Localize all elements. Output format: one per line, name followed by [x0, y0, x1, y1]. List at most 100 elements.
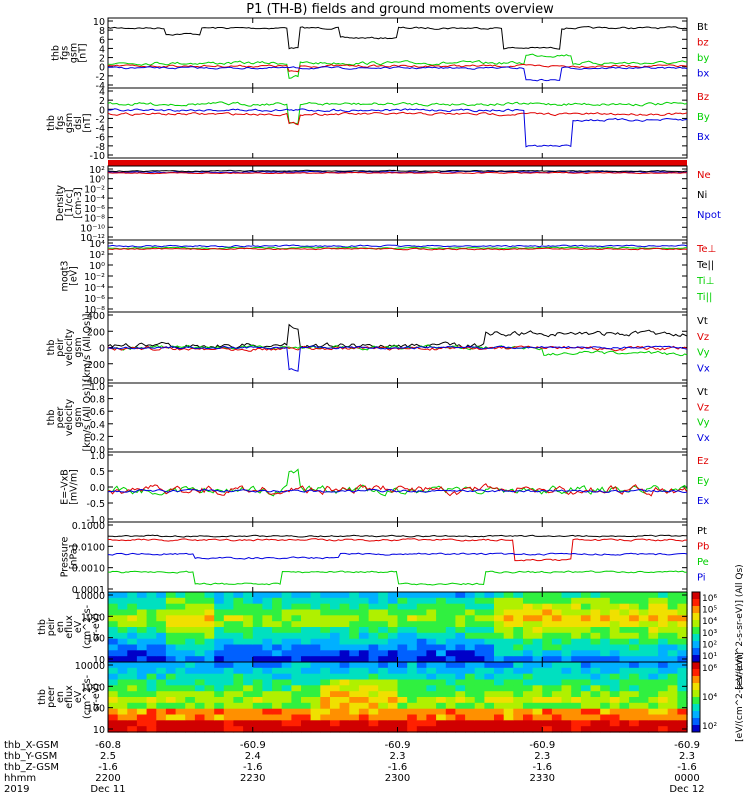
spectrogram-cell: [165, 691, 177, 698]
spectrogram-cell: [291, 708, 302, 716]
y-tick-label: -6: [96, 133, 105, 144]
spectrogram-cell: [494, 720, 505, 727]
spectrogram-cell: [590, 667, 601, 675]
spectrogram-cell: [445, 603, 457, 611]
spectrogram-cell: [542, 691, 553, 698]
spectrogram-cell: [407, 679, 418, 686]
spectrogram-cell: [301, 702, 312, 710]
spectrogram-p10: [108, 662, 688, 733]
spectrogram-cell: [330, 662, 341, 669]
spectrogram-cell: [590, 656, 601, 663]
spectrogram-cell: [677, 632, 688, 640]
spectrogram-cell: [272, 720, 283, 727]
spectrogram-cell: [542, 662, 553, 669]
spectrogram-cell: [416, 621, 428, 628]
spectrogram-cell: [349, 609, 360, 616]
spectrogram-cell: [561, 638, 572, 646]
spectrogram-cell: [243, 592, 254, 599]
spectrogram-cell: [387, 592, 399, 599]
spectrogram-cell: [262, 644, 273, 651]
y-axis-label-line: (cm^2-s-: [82, 675, 93, 719]
spectrogram-cell: [658, 720, 669, 727]
spectrogram-cell: [252, 679, 264, 686]
spectrogram-cell: [233, 650, 244, 657]
spectrogram-cell: [387, 697, 399, 704]
spectrogram-cell: [503, 603, 514, 611]
spectrogram-cell: [136, 685, 148, 692]
spectrogram-cell: [330, 644, 341, 651]
spectrogram-cell: [532, 726, 543, 733]
spectrogram-cell: [503, 592, 514, 599]
spectrogram-cell: [175, 632, 186, 640]
spectrogram-cell: [455, 603, 466, 611]
spectrogram-cell: [214, 615, 225, 622]
spectrogram-cell: [571, 697, 582, 704]
spectrogram-cell: [310, 697, 321, 704]
spectrogram-cell: [465, 615, 476, 622]
spectrogram-cell: [339, 667, 350, 675]
spectrogram-cell: [214, 656, 225, 663]
spectrogram-cell: [339, 656, 350, 663]
spectrogram-cell: [407, 632, 418, 640]
spectrogram-cell: [397, 714, 408, 721]
spectrogram-cell: [494, 621, 505, 628]
colorbar-tick-label: 10¹: [702, 652, 717, 662]
spectrogram-cell: [416, 632, 428, 640]
spectrogram-cell: [117, 673, 128, 681]
spectrogram-cell: [648, 632, 659, 640]
spectrogram-cell: [503, 726, 514, 733]
spectrogram-cell: [465, 597, 476, 605]
panel-p6: 1.00.80.60.40.20.0thbpeervelocitygsm[km/…: [46, 382, 710, 456]
spectrogram-cell: [484, 603, 495, 611]
spectrogram-cell: [339, 720, 350, 727]
spectrogram-cell: [204, 673, 215, 681]
spectrogram-cell: [600, 708, 611, 716]
spectrogram-cell: [638, 720, 650, 727]
spectrogram-cell: [330, 627, 341, 634]
spectrogram-cell: [542, 679, 553, 686]
spectrogram-cell: [455, 615, 466, 622]
spectrogram-cell: [223, 697, 235, 704]
y-tick-label: 10⁻¹²: [80, 233, 105, 244]
spectrogram-cell: [291, 691, 302, 698]
colorbar-step: [692, 714, 700, 719]
spectrogram-cell: [165, 621, 177, 628]
spectrogram-cell: [108, 714, 119, 721]
spectrogram-cell: [638, 691, 650, 698]
spectrogram-cell: [117, 632, 128, 640]
spectrogram-cell: [523, 615, 534, 622]
spectrogram-cell: [677, 609, 688, 616]
spectrogram-cell: [281, 603, 292, 611]
spectrogram-cell: [301, 720, 312, 727]
spectrogram-cell: [513, 615, 524, 622]
spectrogram-cell: [194, 656, 206, 663]
series-bx: [107, 108, 688, 148]
colorbar-tick-label: 10⁴: [702, 617, 717, 627]
spectrogram-cell: [638, 714, 650, 721]
spectrogram-cell: [156, 685, 167, 692]
spectrogram-cell: [252, 726, 264, 733]
spectrogram-cell: [436, 702, 447, 710]
spectrogram-cell: [474, 656, 485, 663]
legend-bt: Bt: [697, 22, 708, 33]
spectrogram-cell: [455, 726, 466, 733]
spectrogram-cell: [397, 621, 408, 628]
spectrogram-cell: [204, 638, 215, 646]
spectrogram-cell: [272, 667, 283, 675]
spectrogram-cell: [165, 638, 177, 646]
legend-vy: Vy: [697, 418, 710, 429]
spectrogram-cell: [301, 679, 312, 686]
colorbar-tick-label: 10⁶: [702, 594, 717, 604]
spectrogram-cell: [358, 615, 370, 622]
spectrogram-cell: [658, 726, 669, 733]
spectrogram-cell: [436, 597, 447, 605]
spectrogram-cell: [358, 632, 370, 640]
y-axis-label-line: gsm: [73, 407, 84, 427]
spectrogram-cell: [503, 597, 514, 605]
spectrogram-cell: [165, 592, 177, 599]
spectrogram-cell: [368, 609, 379, 616]
ephemeris-value: -1.6: [532, 762, 552, 773]
spectrogram-cell: [474, 603, 485, 611]
spectrogram-cell: [272, 609, 283, 616]
colorbar-step: [692, 693, 700, 698]
